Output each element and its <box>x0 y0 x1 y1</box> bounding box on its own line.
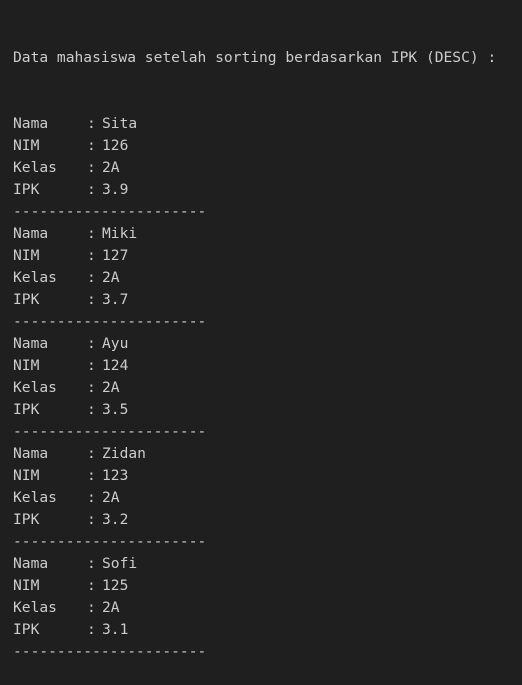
field-value: 2A <box>102 269 120 286</box>
field-separator: : <box>87 137 96 154</box>
field-separator: : <box>87 269 96 286</box>
record-divider: ---------------------- <box>13 423 207 440</box>
record-field-row: NIM:126 <box>13 135 522 157</box>
field-label: Kelas <box>13 379 57 396</box>
field-label: IPK <box>13 621 40 638</box>
field-separator: : <box>87 225 96 242</box>
record-field-row: Nama: Miki <box>13 223 522 245</box>
field-value: 125 <box>102 577 129 594</box>
record-field-row: Kelas:2A <box>13 597 522 619</box>
field-value: 127 <box>102 247 129 264</box>
record-field-row: Nama: Zidan <box>13 443 522 465</box>
field-value: 3.2 <box>102 511 129 528</box>
student-record: Nama: Sofi NIM:125 Kelas:2A IPK:3.1 ---------… <box>13 553 522 663</box>
field-separator: : <box>87 401 96 418</box>
field-separator: : <box>87 159 96 176</box>
field-separator: : <box>87 467 96 484</box>
field-separator: : <box>87 599 96 616</box>
field-label: Nama <box>13 445 49 462</box>
field-label: Kelas <box>13 599 57 616</box>
field-value: 3.1 <box>102 621 129 638</box>
field-label: NIM <box>13 137 40 154</box>
field-label: NIM <box>13 357 40 374</box>
field-value: 2A <box>102 599 120 616</box>
output-header: Data mahasiswa setelah sorting berdasark… <box>13 49 497 66</box>
field-label: Nama <box>13 335 49 352</box>
field-label: NIM <box>13 467 40 484</box>
record-divider: ---------------------- <box>13 643 207 660</box>
record-field-row: NIM:127 <box>13 245 522 267</box>
field-separator: : <box>87 489 96 506</box>
field-value: Zidan <box>102 445 146 462</box>
field-value: 124 <box>102 357 129 374</box>
record-list: Nama: Sita NIM:126 Kelas:2A IPK:3.9 ---------… <box>13 113 522 663</box>
field-separator: : <box>87 621 96 638</box>
field-label: IPK <box>13 511 40 528</box>
field-label: IPK <box>13 181 40 198</box>
field-value: 123 <box>102 467 129 484</box>
field-value: 2A <box>102 489 120 506</box>
field-separator: : <box>87 357 96 374</box>
field-value: 3.5 <box>102 401 129 418</box>
field-separator: : <box>87 335 96 352</box>
record-field-row: Kelas:2A <box>13 487 522 509</box>
field-separator: : <box>87 291 96 308</box>
record-field-row: IPK:3.2 <box>13 509 522 531</box>
field-label: NIM <box>13 247 40 264</box>
field-separator: : <box>87 555 96 572</box>
record-field-row: Kelas:2A <box>13 157 522 179</box>
field-label: IPK <box>13 291 40 308</box>
field-label: Nama <box>13 225 49 242</box>
student-record: Nama: Sita NIM:126 Kelas:2A IPK:3.9 ---------… <box>13 113 522 223</box>
field-separator: : <box>87 379 96 396</box>
field-label: NIM <box>13 577 40 594</box>
field-label: Kelas <box>13 269 57 286</box>
field-value: 2A <box>102 379 120 396</box>
student-record: Nama: Zidan NIM:123 Kelas:2A IPK:3.2 --------… <box>13 443 522 553</box>
record-field-row: IPK:3.9 <box>13 179 522 201</box>
field-label: Kelas <box>13 159 57 176</box>
field-separator: : <box>87 511 96 528</box>
record-field-row: Nama: Sofi <box>13 553 522 575</box>
record-divider: ---------------------- <box>13 533 207 550</box>
field-separator: : <box>87 445 96 462</box>
field-value: Ayu <box>102 335 129 352</box>
terminal-output: Data mahasiswa setelah sorting berdasark… <box>13 49 497 660</box>
record-divider: ---------------------- <box>13 203 207 220</box>
field-label: Nama <box>13 555 49 572</box>
field-separator: : <box>87 181 96 198</box>
field-value: Miki <box>102 225 138 242</box>
record-divider: ---------------------- <box>13 313 207 330</box>
record-field-row: IPK:3.5 <box>13 399 522 421</box>
field-label: Nama <box>13 115 49 132</box>
field-value: 126 <box>102 137 129 154</box>
record-field-row: IPK:3.1 <box>13 619 522 641</box>
record-field-row: Kelas:2A <box>13 267 522 289</box>
record-field-row: NIM:123 <box>13 465 522 487</box>
student-record: Nama: Ayu NIM:124 Kelas:2A IPK:3.5 ----------… <box>13 333 522 443</box>
field-separator: : <box>87 577 96 594</box>
field-separator: : <box>87 115 96 132</box>
record-field-row: Nama: Sita <box>13 113 522 135</box>
record-field-row: NIM:125 <box>13 575 522 597</box>
field-value: 2A <box>102 159 120 176</box>
record-field-row: IPK:3.7 <box>13 289 522 311</box>
student-record: Nama: Miki NIM:127 Kelas:2A IPK:3.7 ---------… <box>13 223 522 333</box>
field-value: Sita <box>102 115 138 132</box>
field-label: IPK <box>13 401 40 418</box>
field-value: 3.9 <box>102 181 129 198</box>
record-field-row: NIM:124 <box>13 355 522 377</box>
field-label: Kelas <box>13 489 57 506</box>
record-field-row: Nama: Ayu <box>13 333 522 355</box>
record-field-row: Kelas:2A <box>13 377 522 399</box>
field-value: 3.7 <box>102 291 129 308</box>
field-value: Sofi <box>102 555 138 572</box>
field-separator: : <box>87 247 96 264</box>
